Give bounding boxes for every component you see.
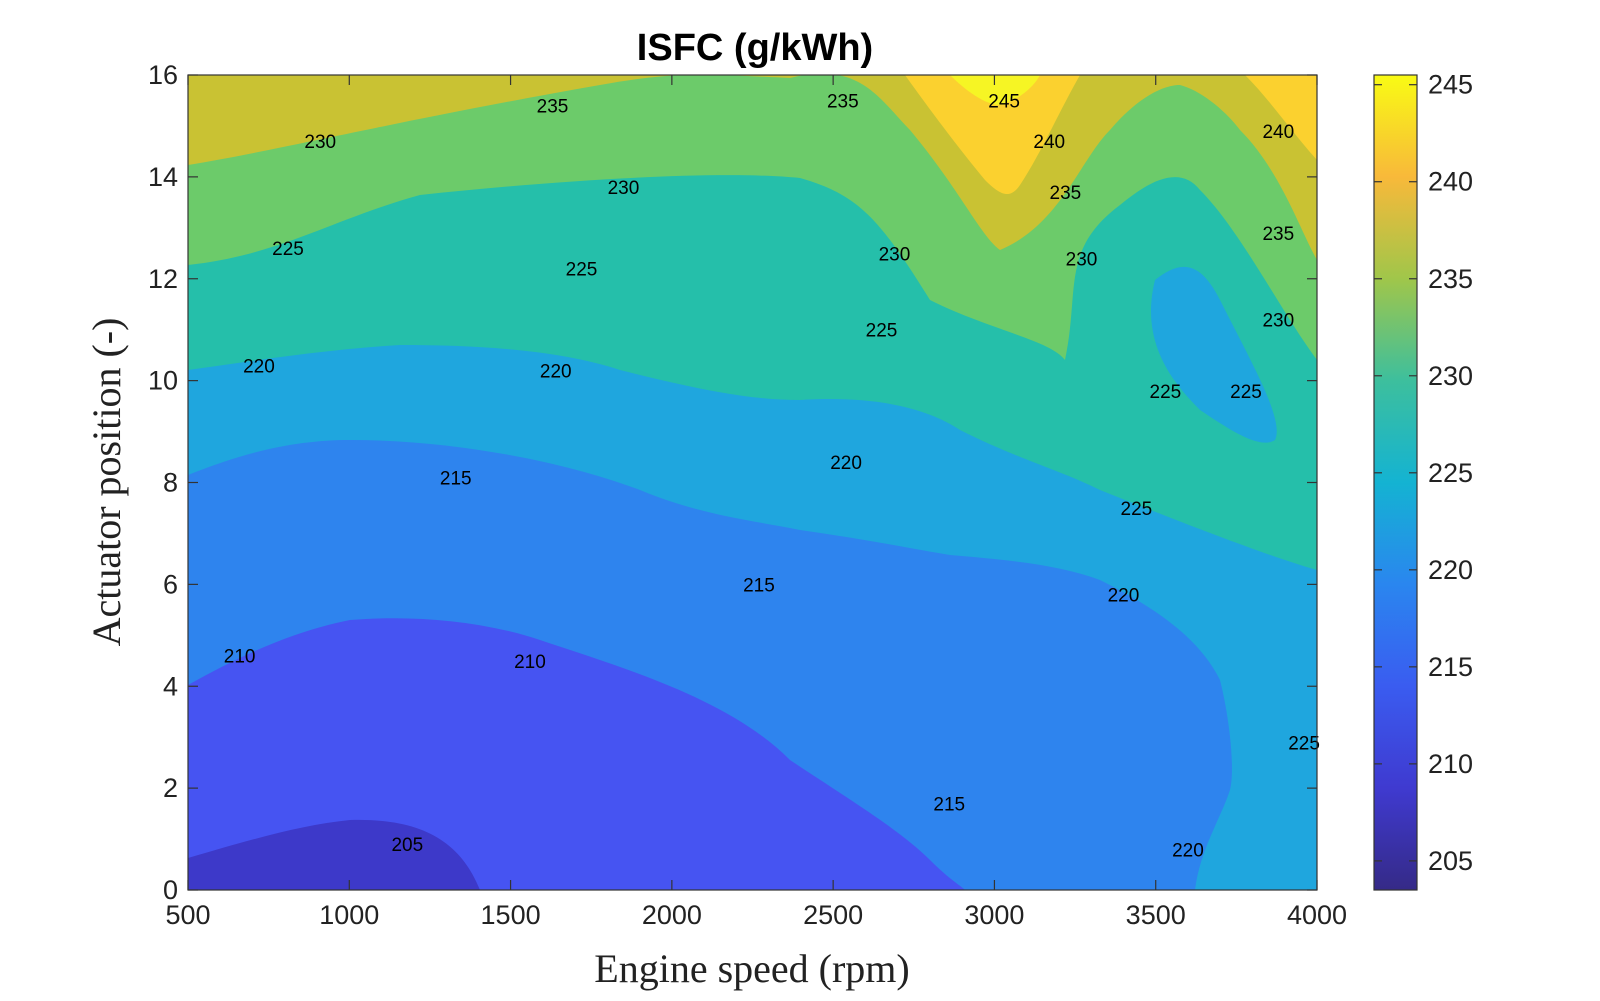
contour-label: 230: [1066, 249, 1098, 270]
contour-fill-layer: [188, 75, 1317, 890]
contour-label: 235: [1262, 224, 1294, 245]
y-tick-label: 6: [163, 569, 178, 599]
y-tick-label: 8: [163, 468, 178, 498]
contour-label: 205: [391, 835, 423, 856]
contour-label: 225: [1150, 382, 1182, 403]
y-tick-label: 14: [148, 162, 178, 192]
contour-label: 240: [1262, 122, 1294, 143]
contour-label: 215: [440, 468, 472, 489]
contour-label: 235: [827, 91, 859, 112]
contour-region-above-245: [950, 75, 1040, 105]
colorbar-ticks: 205 210 215 220 225 230 235 240 245: [1374, 70, 1473, 876]
colorbar-tick-label: 220: [1428, 555, 1473, 585]
contour-label: 215: [933, 794, 965, 815]
chart-title: ISFC (g/kWh): [637, 27, 873, 69]
x-tick-label: 3500: [1126, 900, 1186, 930]
contour-label: 245: [988, 91, 1020, 112]
contour-label: 225: [566, 260, 598, 281]
y-tick-label: 12: [148, 264, 178, 294]
y-tick-label: 16: [148, 60, 178, 90]
colorbar-tick-label: 240: [1428, 167, 1473, 197]
contour-label: 225: [1230, 382, 1262, 403]
contour-region-below-210: [188, 819, 480, 890]
contour-label: 235: [1050, 183, 1082, 204]
contour-island-225: [1151, 266, 1277, 443]
colorbar-tick-label: 225: [1428, 458, 1473, 488]
contour-region-240-245-right: [1245, 75, 1317, 160]
x-axis-label: Engine speed (rpm): [594, 946, 909, 991]
y-tick-label: 4: [163, 671, 178, 701]
colorbar: [1373, 74, 1418, 891]
y-tick-label: 10: [148, 366, 178, 396]
colorbar-tick-label: 215: [1428, 652, 1473, 682]
contour-label: 210: [514, 652, 546, 673]
contour-label-layer: 245 240 240 235 235 235 235 230 230 230 230 230 225 2…: [224, 91, 1320, 861]
colorbar-tick-label: 235: [1428, 264, 1473, 294]
contour-label: 220: [1108, 586, 1140, 607]
contour-label: 235: [537, 97, 569, 118]
contour-label: 240: [1033, 132, 1065, 153]
colorbar-tick-label: 205: [1428, 846, 1473, 876]
contour-label: 225: [272, 239, 304, 260]
x-tick-label: 4000: [1287, 900, 1347, 930]
colorbar-tick-label: 210: [1428, 749, 1473, 779]
contour-label: 220: [540, 361, 572, 382]
y-tick-label: 0: [163, 875, 178, 905]
x-tick-label: 500: [165, 900, 210, 930]
x-tick-label: 2000: [642, 900, 702, 930]
x-tick-label: 1500: [481, 900, 541, 930]
y-axis-label: Actuator position (-): [84, 318, 129, 647]
y-tick-label: 2: [163, 773, 178, 803]
contour-region-240-245: [905, 75, 1080, 195]
contour-label: 220: [243, 356, 275, 377]
colorbar-tick-label: 230: [1428, 361, 1473, 391]
contour-label: 225: [1288, 733, 1320, 754]
contour-label: 230: [304, 132, 336, 153]
contour-label: 230: [879, 244, 911, 265]
y-axis-ticks: 0 2 4 6 8 10 12 14 16: [148, 60, 1317, 905]
contour-label: 210: [224, 647, 256, 668]
contour-label: 225: [866, 321, 898, 342]
x-axis-ticks: 500 1000 1500 2000 2500 3000 3500 4000: [165, 75, 1347, 930]
contour-label: 230: [608, 178, 640, 199]
x-tick-label: 1000: [319, 900, 379, 930]
colorbar-tick-label: 245: [1428, 70, 1473, 100]
contour-label: 230: [1262, 311, 1294, 332]
contour-label: 225: [1121, 499, 1153, 520]
contour-label: 220: [1172, 840, 1204, 861]
contour-label: 220: [830, 453, 862, 474]
contour-label: 215: [743, 575, 775, 596]
x-tick-label: 2500: [803, 900, 863, 930]
x-tick-label: 3000: [964, 900, 1024, 930]
